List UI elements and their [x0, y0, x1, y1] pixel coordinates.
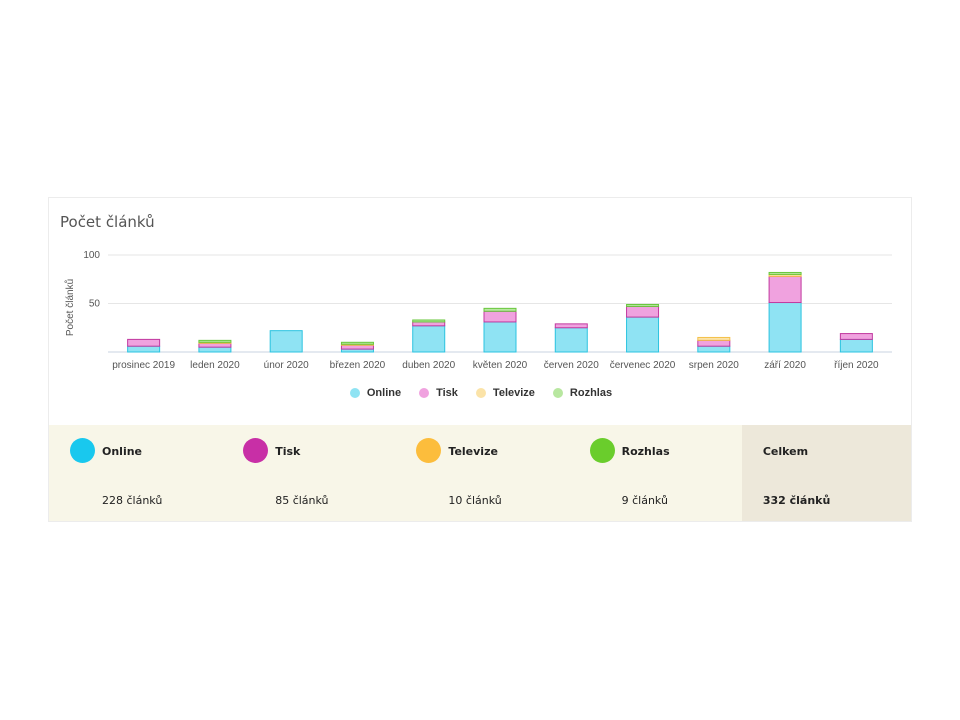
- bar-online-0: [127, 345, 161, 353]
- televize-dot-icon: [416, 438, 442, 463]
- legend-label-online: Online: [366, 387, 402, 399]
- x-tick-label-8: srpen 2020: [689, 360, 739, 371]
- summary-tisk: Tisk 85 článků: [222, 425, 395, 521]
- summary-televize-label: Televize: [448, 445, 498, 458]
- bar-rozhlas-7: [626, 303, 660, 307]
- summary-total: Celkem 332 článků: [741, 425, 912, 521]
- legend-item-online[interactable]: Online: [349, 387, 402, 399]
- bar-online-9: [768, 302, 802, 353]
- bar-tisk-3: [340, 344, 374, 350]
- legend-dot-online: [349, 388, 360, 398]
- summary-total-value: 332 článků: [762, 494, 831, 507]
- bar-online-7: [626, 316, 660, 353]
- x-tick-label-6: červen 2020: [544, 360, 599, 371]
- chart-title: Počet článků: [60, 213, 155, 231]
- legend-label-rozhlas: Rozhlas: [569, 387, 613, 399]
- x-tick-label-1: leden 2020: [190, 360, 240, 371]
- legend-item-tisk[interactable]: Tisk: [419, 387, 458, 399]
- bar-rozhlas-4: [412, 319, 446, 323]
- summary-online-label: Online: [102, 445, 143, 458]
- bar-rozhlas-5: [483, 307, 517, 312]
- online-dot-icon: [70, 438, 95, 463]
- summary-total-label: Celkem: [762, 445, 809, 458]
- summary-televize-value: 10 článků: [448, 494, 502, 507]
- y-tick-label-50: 50: [89, 299, 101, 310]
- bar-rozhlas-9: [768, 271, 802, 275]
- bar-online-5: [483, 321, 517, 353]
- bar-online-6: [554, 327, 588, 353]
- chart-legend: Online Tisk Televize Rozhlas: [49, 387, 913, 399]
- bar-rozhlas-3: [340, 341, 374, 345]
- bar-tisk-4: [412, 321, 446, 327]
- legend-dot-televize: [475, 388, 486, 398]
- bar-tisk-8: [697, 339, 731, 347]
- bar-tisk-0: [127, 338, 161, 347]
- bar-tisk-6: [554, 323, 588, 329]
- bar-tisk-9: [768, 275, 802, 304]
- bar-online-4: [412, 325, 446, 353]
- x-tick-label-9: září 2020: [764, 360, 806, 371]
- legend-item-televize[interactable]: Televize: [475, 387, 535, 399]
- y-tick-label-100: 100: [83, 250, 100, 261]
- bar-online-10: [839, 338, 873, 353]
- bar-rozhlas-1: [198, 339, 232, 343]
- bar-televize-8: [697, 336, 731, 341]
- x-tick-label-5: květen 2020: [473, 360, 528, 371]
- summary-rozhlas-label: Rozhlas: [621, 445, 670, 458]
- bar-tisk-5: [483, 310, 517, 323]
- x-tick-label-3: březen 2020: [330, 360, 386, 371]
- stacked-bar-chart: 50 100 Počet článků prosinec 2019 leden 2020…: [64, 250, 892, 371]
- legend-item-rozhlas[interactable]: Rozhlas: [552, 387, 613, 399]
- articles-chart-card: Počet článků 50 100 Počet článků prosinec 2…: [48, 197, 912, 522]
- bar-tisk-7: [626, 305, 660, 318]
- bar-tisk-1: [198, 342, 232, 348]
- x-tick-label-4: duben 2020: [402, 360, 455, 371]
- tisk-dot-icon: [243, 438, 269, 463]
- bar-online-8: [697, 345, 731, 353]
- rozhlas-dot-icon: [589, 438, 615, 463]
- legend-label-televize: Televize: [492, 387, 535, 399]
- summary-tisk-value: 85 článků: [275, 494, 329, 507]
- summary-rozhlas-value: 9 článků: [621, 494, 668, 507]
- y-axis-title: Počet článků: [64, 279, 76, 336]
- legend-dot-rozhlas: [552, 388, 563, 398]
- legend-label-tisk: Tisk: [436, 387, 458, 399]
- summary-televize: Televize 10 článků: [395, 425, 568, 521]
- bar-online-1: [198, 346, 232, 353]
- bar-tisk-10: [839, 333, 873, 340]
- summary-online-value: 228 článků: [102, 494, 163, 507]
- x-tick-label-10: říjen 2020: [834, 360, 879, 371]
- bar-online-2: [269, 330, 303, 353]
- summary-rozhlas: Rozhlas 9 článků: [569, 425, 742, 521]
- summary-online: Online 228 článků: [49, 425, 222, 521]
- summary-tisk-label: Tisk: [275, 445, 301, 458]
- x-tick-label-7: červenec 2020: [610, 360, 676, 371]
- x-tick-label-2: únor 2020: [264, 360, 309, 371]
- legend-dot-tisk: [419, 388, 430, 398]
- x-tick-label-0: prosinec 2019: [112, 360, 175, 371]
- summary-panel: Online 228 článků Tisk 85 článků Televiz…: [49, 425, 912, 521]
